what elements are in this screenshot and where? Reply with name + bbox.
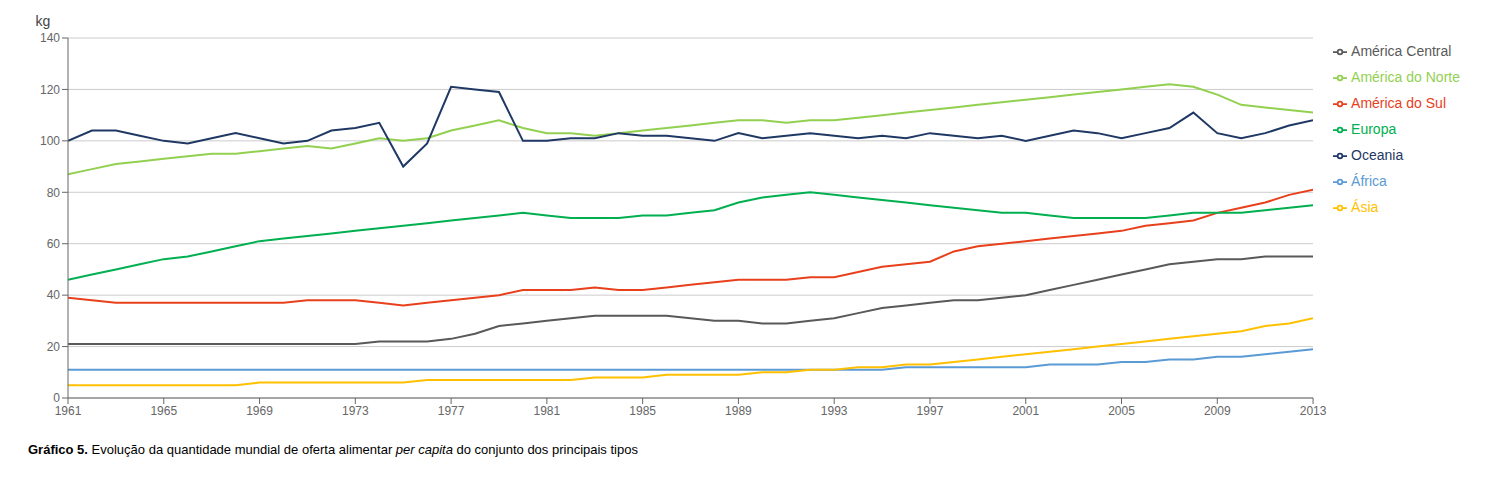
html-text:América do Sul: América do Sul [1351, 95, 1446, 111]
svg-text:1993: 1993 [821, 404, 848, 418]
svg-text:1965: 1965 [150, 404, 177, 418]
svg-text:80: 80 [47, 186, 61, 200]
svg-text:kg: kg [36, 13, 51, 29]
svg-text:2009: 2009 [1204, 404, 1231, 418]
html-text:Ásia: Ásia [1351, 199, 1379, 215]
svg-text:100: 100 [40, 134, 60, 148]
svg-text:60: 60 [47, 237, 61, 251]
html-text:Oceania: Oceania [1351, 147, 1404, 163]
html-text:América do Norte: América do Norte [1351, 69, 1460, 85]
html-text:Gráfico 5. Evolução da quantid: Gráfico 5. Evolução da quantidade mundia… [28, 442, 638, 457]
svg-text:140: 140 [40, 31, 60, 45]
svg-text:120: 120 [40, 83, 60, 97]
svg-text:1961: 1961 [55, 404, 82, 418]
svg-text:1981: 1981 [534, 404, 561, 418]
svg-text:1969: 1969 [246, 404, 273, 418]
svg-text:1973: 1973 [342, 404, 369, 418]
svg-text:1977: 1977 [438, 404, 465, 418]
svg-text:2005: 2005 [1108, 404, 1135, 418]
html-text:África: África [1351, 173, 1387, 189]
svg-text:2001: 2001 [1012, 404, 1039, 418]
html-text:América Central: América Central [1351, 43, 1452, 59]
svg-text:1985: 1985 [629, 404, 656, 418]
svg-text:40: 40 [47, 288, 61, 302]
svg-text:1989: 1989 [725, 404, 752, 418]
svg-text:0: 0 [53, 391, 60, 405]
svg-text:1997: 1997 [917, 404, 944, 418]
html-text:Europa: Europa [1351, 121, 1397, 137]
svg-text:20: 20 [47, 340, 61, 354]
svg-text:2013: 2013 [1300, 404, 1327, 418]
